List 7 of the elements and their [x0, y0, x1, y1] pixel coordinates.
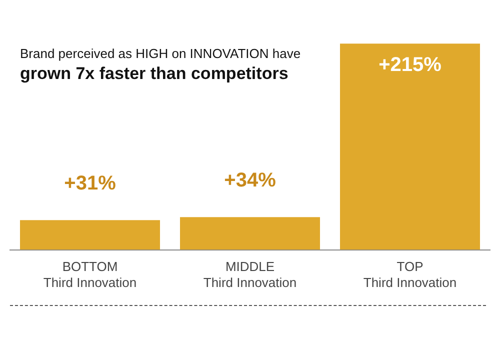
text: Brand perceived as HIGH on INNOVATION have grown 7x faster than competitors: [20, 45, 301, 84]
data-label: +31%: [64, 172, 116, 195]
data-label: +34%: [224, 170, 276, 192]
x-tick-label: BOTTOM Third Innovation: [43, 259, 137, 290]
x-tick-label: TOP Third Innovation: [363, 259, 457, 290]
data-label: +215%: [378, 54, 442, 76]
x-tick-label: MIDDLE Third Innovation: [203, 259, 297, 290]
